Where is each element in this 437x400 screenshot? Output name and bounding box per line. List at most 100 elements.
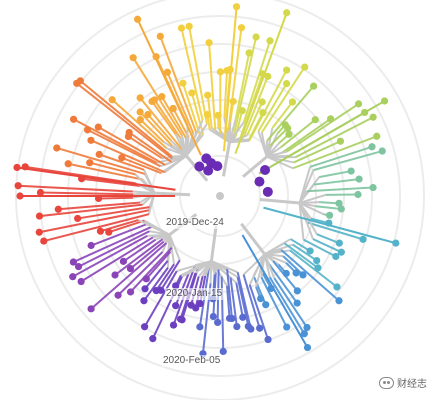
leaf-node [256, 324, 264, 332]
leaf-node [239, 313, 247, 321]
leaf-node [233, 322, 241, 331]
leaf-node [259, 109, 267, 117]
leaf-node [285, 130, 293, 138]
tree-branch [210, 260, 228, 270]
leaf-branch [226, 285, 231, 319]
tree-branch [209, 261, 213, 284]
leaf-branch [72, 234, 148, 278]
leaf-branch [188, 26, 208, 125]
leaf-node [347, 167, 355, 175]
leaf-node [69, 273, 77, 281]
leaf-node [264, 72, 272, 80]
tree-branch [248, 253, 266, 286]
leaf-branch [144, 260, 169, 290]
leaf-node [187, 301, 195, 309]
leaf-node [361, 108, 369, 117]
leaf-branch [260, 276, 288, 328]
leaf-branch [160, 259, 181, 291]
tree-branch [242, 155, 268, 178]
leaf-node [87, 305, 95, 313]
leaf-branch [269, 127, 289, 147]
leaf-node [177, 24, 186, 32]
leaf-node [369, 113, 377, 121]
tree-branch [298, 202, 305, 240]
leaf-node [293, 299, 301, 307]
leaf-branch [39, 203, 143, 218]
leaf-branch [292, 243, 318, 262]
tree-branch [139, 192, 156, 204]
leaf-node [355, 175, 363, 183]
leaf-branch [90, 139, 166, 174]
leaf-branch [58, 201, 141, 211]
leaf-branch [160, 96, 187, 139]
leaf-node [129, 54, 137, 62]
root-clusters [194, 153, 273, 200]
leaf-branch [132, 57, 183, 137]
leaf-node [282, 269, 290, 278]
leaf-branch [236, 276, 250, 327]
leaf-branch [108, 219, 145, 234]
leaf-branch [147, 113, 172, 142]
leaf-node [16, 192, 24, 200]
leaf-node [96, 227, 105, 235]
leaf-node [332, 252, 340, 261]
leaf-node [326, 211, 334, 219]
leaf-node [95, 150, 103, 158]
leaf-node [87, 136, 95, 144]
tree-branch [299, 193, 326, 204]
leaf-branch [248, 284, 270, 340]
leaf-branch [294, 116, 374, 159]
tree-branch [298, 202, 314, 240]
leaf-node [209, 312, 217, 321]
leaf-branch [246, 101, 264, 136]
watermark: 财经志 [379, 375, 427, 390]
leaf-branch [190, 92, 205, 135]
time-ring [15, 0, 425, 400]
leaf-node [53, 144, 61, 152]
leaf-node [264, 335, 272, 344]
leaf-node [40, 237, 48, 245]
tree-branch [176, 260, 212, 273]
tree-root [216, 192, 224, 200]
leaf-branch [98, 196, 133, 200]
leaf-node [118, 154, 126, 162]
leaf-node [225, 314, 234, 322]
tree-branch [255, 253, 266, 288]
leaf-node [311, 116, 319, 124]
root-cluster-node [254, 176, 265, 187]
tree-branch [137, 219, 171, 236]
leaf-node [300, 330, 308, 338]
leaf-node [282, 80, 291, 88]
root-cluster-node [212, 161, 223, 172]
root-cluster-node [262, 186, 273, 197]
leaf-branch [114, 238, 164, 276]
leaf-branch [312, 238, 342, 254]
leaf-node [150, 96, 159, 104]
leaf-node [149, 335, 157, 343]
leaf-branch [242, 40, 271, 123]
leaf-node [14, 182, 22, 190]
leaf-node [126, 265, 135, 273]
leaf-branch [315, 205, 342, 211]
leaf-node [169, 104, 177, 113]
leaf-branch [229, 277, 238, 327]
leaf-branch [77, 206, 150, 220]
leaf-node [108, 96, 116, 104]
leaf-branch [122, 238, 157, 263]
leaf-node [335, 297, 343, 305]
leaf-branch [306, 221, 364, 241]
leaf-node [78, 175, 86, 183]
leaf-branch [242, 274, 261, 329]
leaf-branch [81, 177, 144, 188]
leaf-node [257, 294, 265, 303]
leaf-node [303, 343, 312, 352]
leaf-node [35, 212, 44, 220]
leaf-branch [292, 135, 378, 170]
leaf-branch [290, 238, 311, 252]
leaf-node [333, 283, 341, 291]
leaf-node [392, 239, 400, 247]
leaf-node [74, 263, 83, 271]
tree-branch [143, 169, 156, 194]
tree-branch [209, 225, 218, 262]
